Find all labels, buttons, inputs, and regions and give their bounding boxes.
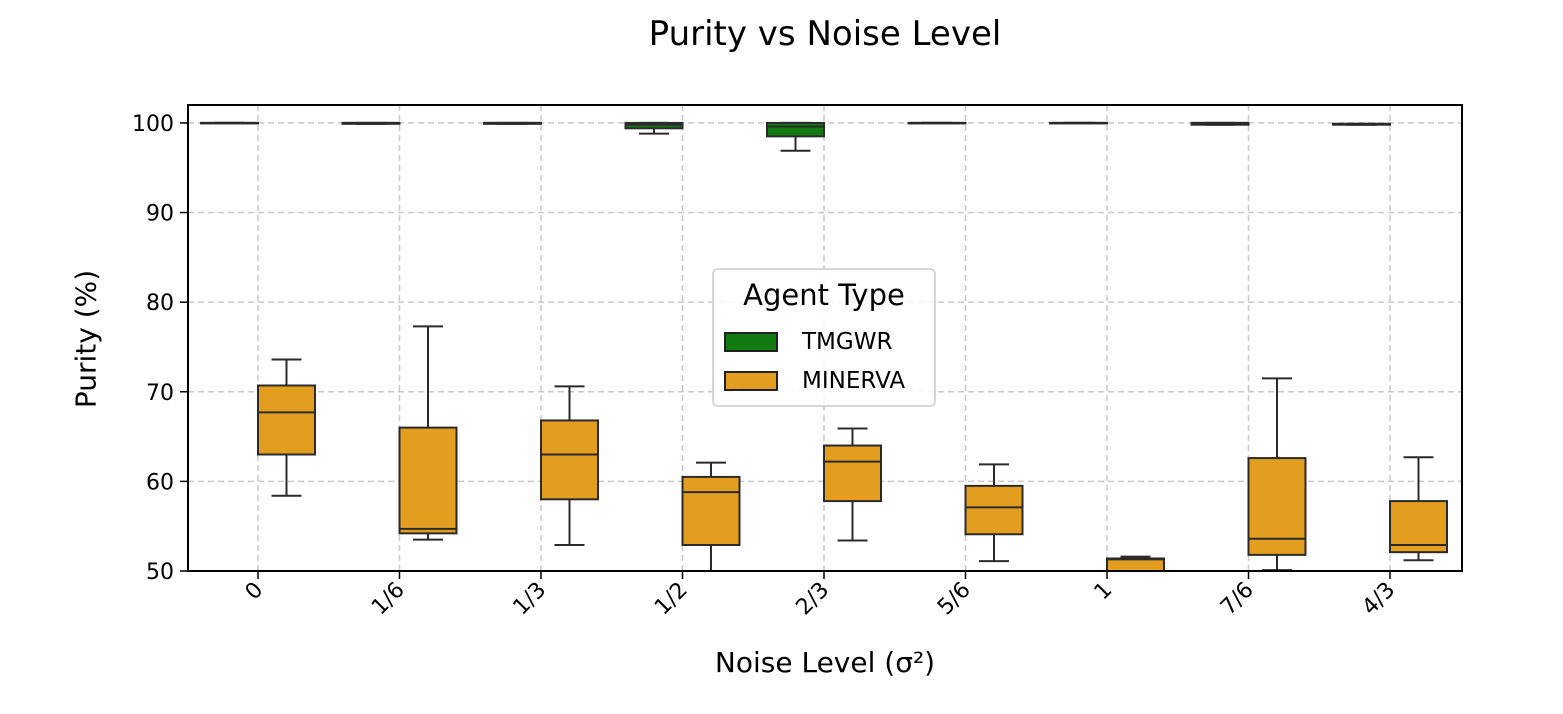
x-tick-label: 1/6 (367, 578, 410, 621)
x-tick-label: 0 (241, 578, 269, 606)
legend-label-minerva: MINERVA (802, 368, 906, 394)
y-tick-label: 90 (146, 202, 174, 227)
x-axis-label: Noise Level (σ²) (714, 646, 936, 679)
x-tick-label: 7/6 (1216, 578, 1259, 621)
x-tick-label: 5/6 (933, 578, 976, 621)
legend-title: Agent Type (743, 278, 905, 312)
box-minerva (681, 475, 741, 547)
x-tick-label: 1 (1090, 578, 1118, 606)
legend-item-minerva: MINERVA (724, 366, 905, 396)
box-minerva (540, 419, 599, 501)
chart-title: Purity vs Noise Level (648, 14, 1002, 54)
box-minerva (398, 426, 458, 535)
box-tmgwr (766, 121, 825, 138)
box-minerva (257, 384, 316, 456)
y-tick-label: 70 (146, 381, 174, 406)
legend-item-tmgwr: TMGWR (724, 327, 892, 357)
box-minerva (1247, 457, 1307, 556)
y-axis-label: Purity (%) (69, 269, 103, 409)
x-tick-label: 1/2 (650, 578, 693, 621)
x-tick-label: 2/3 (792, 578, 835, 621)
y-tick-label: 80 (146, 291, 174, 316)
box-elements (200, 121, 1448, 571)
x-tick-label: 4/3 (1358, 578, 1401, 621)
legend: Agent Type TMGWR MINERVA (712, 268, 936, 407)
y-tick-label: 50 (146, 560, 174, 585)
box-minerva (823, 444, 882, 503)
legend-label-tmgwr: TMGWR (802, 329, 893, 355)
plot-frame (187, 104, 1463, 572)
y-tick-label: 60 (146, 470, 174, 495)
box-minerva (964, 484, 1024, 536)
y-tick-label: 100 (132, 112, 174, 137)
box-minerva (1389, 500, 1448, 554)
x-tick-label: 1/3 (509, 578, 552, 621)
legend-swatch-tmgwr (724, 332, 778, 352)
legend-swatch-minerva (724, 371, 778, 391)
